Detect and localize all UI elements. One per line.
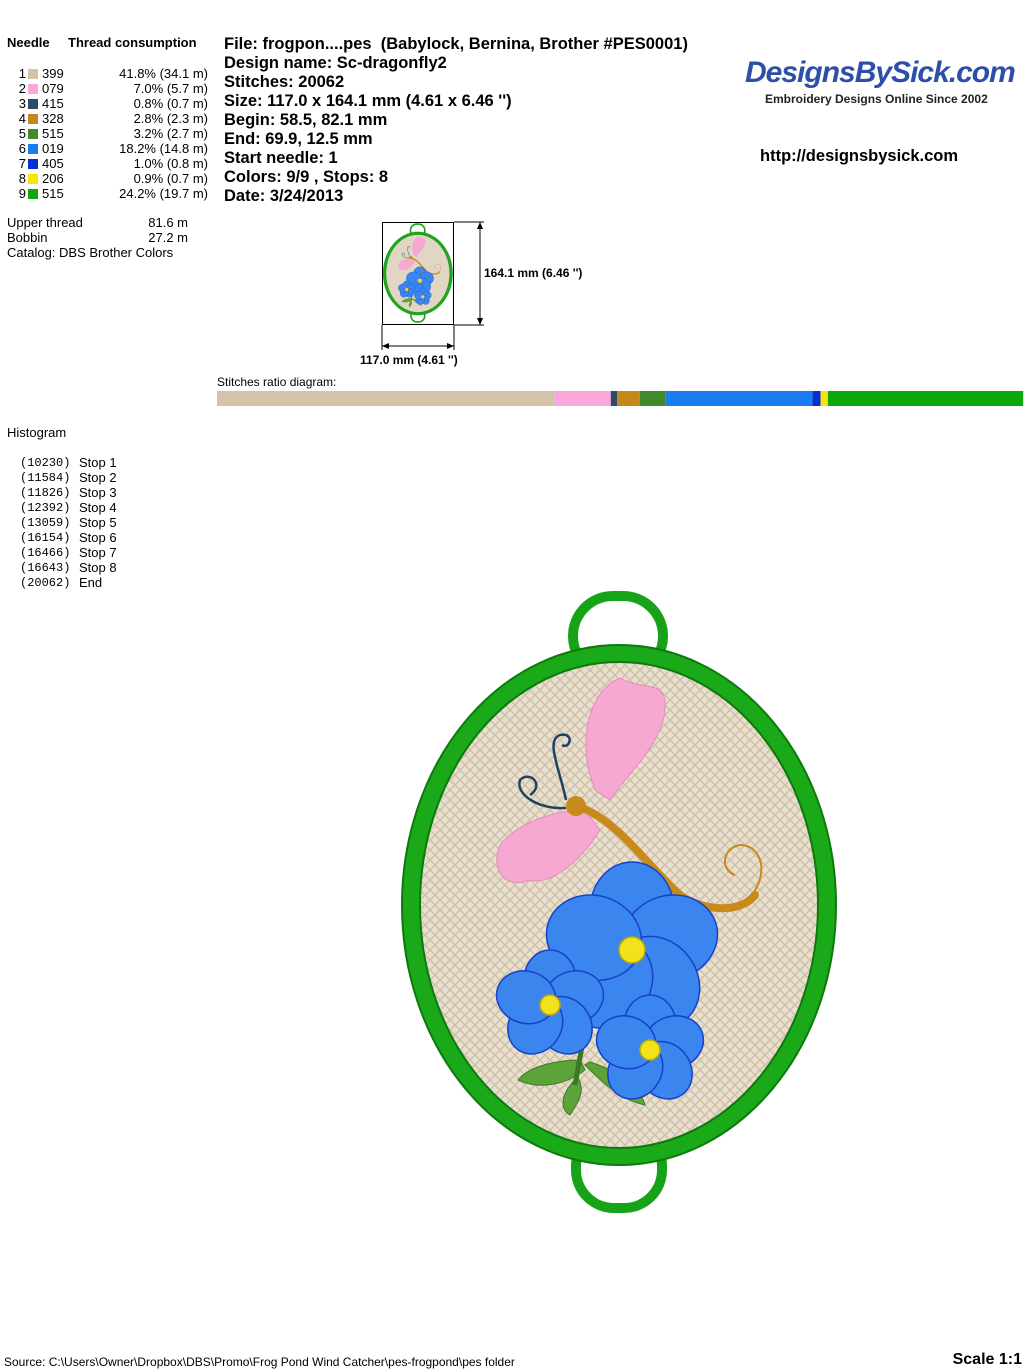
height-label: 164.1 mm (6.46 '') (484, 266, 583, 280)
thread-swatch (28, 69, 38, 79)
thread-consumption: 41.8% (34.1 m) (119, 66, 208, 81)
stop-count: (16643) (20, 561, 71, 575)
stop-count: (16154) (20, 531, 71, 545)
stop-label: Stop 6 (79, 530, 117, 545)
stop-count: (16466) (20, 546, 71, 560)
thread-consumption: 3.2% (2.7 m) (133, 126, 208, 141)
thread-consumption: 1.0% (0.8 m) (133, 156, 208, 171)
needle-number: 2 (18, 81, 26, 96)
thread-code: 515 (42, 186, 64, 201)
needle-number: 1 (18, 66, 26, 81)
needle-number: 5 (18, 126, 26, 141)
thread-swatch (28, 189, 38, 199)
stop-label: Stop 4 (79, 500, 117, 515)
ratio-title: Stitches ratio diagram: (217, 375, 337, 389)
thread-swatch (28, 84, 38, 94)
stop-count: (11826) (20, 486, 71, 500)
thread-consumption: 18.2% (14.8 m) (119, 141, 208, 156)
stop-label: Stop 1 (79, 455, 117, 470)
header-needle: Needle (7, 35, 50, 50)
ratio-segment (617, 391, 640, 406)
info-line: Design name: Sc-dragonfly2 (224, 54, 447, 72)
info-line: Size: 117.0 x 164.1 mm (4.61 x 6.46 '') (224, 92, 512, 110)
logo-tagline: Embroidery Designs Online Since 2002 (765, 92, 988, 106)
header-consumption: Thread consumption (68, 35, 197, 50)
total-label: Upper thread (7, 215, 83, 230)
thread-consumption: 2.8% (2.3 m) (133, 111, 208, 126)
ratio-segment (827, 391, 1024, 406)
info-line: Begin: 58.5, 82.1 mm (224, 111, 388, 129)
total-value: 81.6 m (148, 215, 188, 230)
thread-consumption: 24.2% (19.7 m) (119, 186, 208, 201)
thread-consumption: 7.0% (5.7 m) (133, 81, 208, 96)
logo: DesignsBySick.com (745, 56, 1016, 89)
ratio-segment (820, 391, 828, 406)
design-preview (395, 590, 845, 1220)
thread-swatch (28, 129, 38, 139)
thread-code: 328 (42, 111, 64, 126)
catalog: Catalog: DBS Brother Colors (7, 245, 174, 260)
needle-number: 6 (18, 141, 26, 156)
thread-code: 415 (42, 96, 64, 111)
stop-label: Stop 3 (79, 485, 117, 500)
ratio-segment (610, 391, 618, 406)
thumbnail (382, 222, 454, 325)
stop-label: Stop 7 (79, 545, 117, 560)
stop-count: (10230) (20, 456, 71, 470)
needle-number: 3 (18, 96, 26, 111)
thread-code: 399 (42, 66, 64, 81)
total-label: Bobbin (7, 230, 48, 245)
total-value: 27.2 m (148, 230, 188, 245)
stop-label: Stop 5 (79, 515, 117, 530)
needle-number: 7 (18, 156, 26, 171)
dimension-lines (381, 221, 484, 350)
thread-swatch (28, 144, 38, 154)
thread-code: 206 (42, 171, 64, 186)
source-path: Source: C:\Users\Owner\Dropbox\DBS\Promo… (4, 1355, 515, 1369)
info-line: End: 69.9, 12.5 mm (224, 130, 373, 148)
thread-swatch (28, 159, 38, 169)
width-label: 117.0 mm (4.61 '') (360, 353, 458, 367)
stop-label: End (79, 575, 103, 590)
stop-label: Stop 2 (79, 470, 117, 485)
info-line: Colors: 9/9 , Stops: 8 (224, 168, 389, 186)
info-line: Stitches: 20062 (224, 73, 345, 91)
stop-count: (11584) (20, 471, 71, 485)
thread-code: 079 (42, 81, 64, 96)
histogram-title: Histogram (7, 425, 67, 440)
info-line: Date: 3/24/2013 (224, 187, 344, 205)
stop-count: (12392) (20, 501, 71, 515)
ratio-segment (665, 391, 813, 406)
scale: Scale 1:1 (952, 1351, 1022, 1368)
logo-url[interactable]: http://designsbysick.com (760, 147, 959, 165)
ratio-segment (639, 391, 666, 406)
thread-code: 405 (42, 156, 64, 171)
stop-count: (20062) (20, 576, 71, 590)
thread-code: 515 (42, 126, 64, 141)
ratio-bar (217, 391, 1024, 406)
needle-number: 4 (18, 111, 26, 126)
ratio-segment (217, 391, 555, 406)
thread-swatch (28, 174, 38, 184)
info-line: File: frogpon....pes (Babylock, Bernina,… (224, 35, 688, 53)
thread-code: 019 (42, 141, 64, 156)
stop-count: (13059) (20, 516, 71, 530)
info-line: Start needle: 1 (224, 149, 338, 167)
needle-number: 9 (18, 186, 26, 201)
thread-consumption: 0.8% (0.7 m) (133, 96, 208, 111)
thread-consumption: 0.9% (0.7 m) (133, 171, 208, 186)
thread-swatch (28, 99, 38, 109)
needle-number: 8 (18, 171, 26, 186)
stop-label: Stop 8 (79, 560, 117, 575)
thread-swatch (28, 114, 38, 124)
ratio-segment (554, 391, 611, 406)
ratio-segment (812, 391, 821, 406)
